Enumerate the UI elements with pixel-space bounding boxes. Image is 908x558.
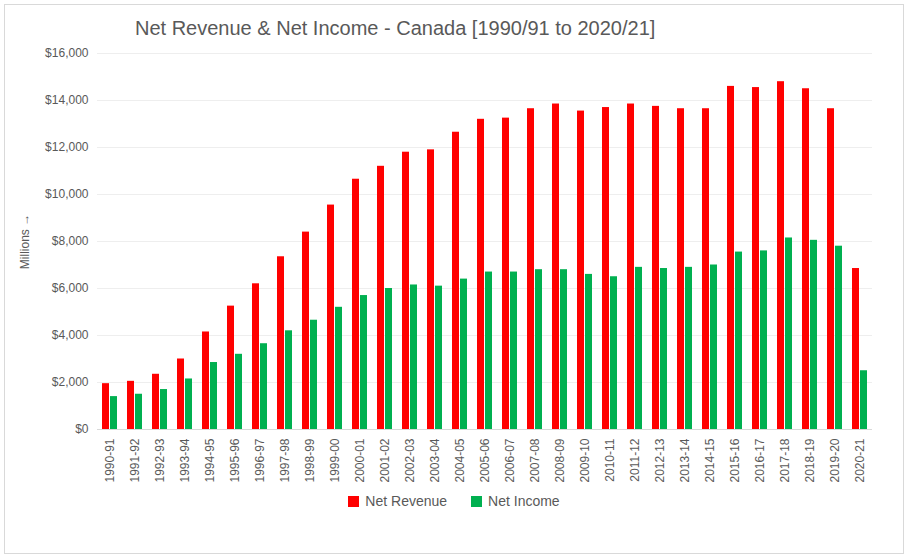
svg-text:$0: $0 bbox=[75, 422, 89, 436]
svg-text:2009-10: 2009-10 bbox=[578, 438, 592, 482]
svg-text:2007-08: 2007-08 bbox=[528, 438, 542, 482]
svg-text:2016-17: 2016-17 bbox=[753, 438, 767, 482]
svg-text:2014-15: 2014-15 bbox=[703, 438, 717, 482]
svg-text:2013-14: 2013-14 bbox=[678, 438, 692, 482]
svg-text:1991-92: 1991-92 bbox=[128, 438, 142, 482]
html-text:Net Revenue & Net Income - Can: Net Revenue & Net Income - Canada [1990/… bbox=[135, 17, 656, 39]
svg-text:$4,000: $4,000 bbox=[52, 328, 89, 342]
svg-text:$8,000: $8,000 bbox=[52, 234, 89, 248]
svg-text:2017-18: 2017-18 bbox=[778, 438, 792, 482]
svg-text:1995-96: 1995-96 bbox=[228, 438, 242, 482]
svg-text:$16,000: $16,000 bbox=[45, 46, 89, 60]
svg-text:1992-93: 1992-93 bbox=[153, 438, 167, 482]
svg-text:1997-98: 1997-98 bbox=[278, 438, 292, 482]
svg-text:1990-91: 1990-91 bbox=[103, 438, 117, 482]
svg-text:2004-05: 2004-05 bbox=[453, 438, 467, 482]
svg-text:$2,000: $2,000 bbox=[52, 375, 89, 389]
svg-text:2005-06: 2005-06 bbox=[478, 438, 492, 482]
svg-text:2015-16: 2015-16 bbox=[728, 438, 742, 482]
svg-text:2011-12: 2011-12 bbox=[628, 438, 642, 481]
svg-text:2001-02: 2001-02 bbox=[378, 438, 392, 482]
svg-text:2006-07: 2006-07 bbox=[503, 438, 517, 482]
svg-text:Millions →: Millions → bbox=[18, 214, 32, 269]
svg-text:2002-03: 2002-03 bbox=[403, 438, 417, 482]
svg-text:2000-01: 2000-01 bbox=[353, 438, 367, 482]
svg-text:2020-21: 2020-21 bbox=[853, 438, 867, 482]
svg-text:1996-97: 1996-97 bbox=[253, 438, 267, 482]
svg-text:$12,000: $12,000 bbox=[45, 140, 89, 154]
svg-text:2019-20: 2019-20 bbox=[828, 438, 842, 482]
svg-text:2008-09: 2008-09 bbox=[553, 438, 567, 482]
svg-text:2018-19: 2018-19 bbox=[803, 438, 817, 482]
svg-text:2003-04: 2003-04 bbox=[428, 438, 442, 482]
svg-text:1994-95: 1994-95 bbox=[203, 438, 217, 482]
svg-text:1998-99: 1998-99 bbox=[303, 438, 317, 482]
svg-text:$6,000: $6,000 bbox=[52, 281, 89, 295]
svg-text:1999-00: 1999-00 bbox=[328, 438, 342, 482]
svg-text:1993-94: 1993-94 bbox=[178, 438, 192, 482]
html-text:Net Income: Net Income bbox=[488, 493, 560, 509]
html-text:Net Revenue: Net Revenue bbox=[365, 493, 448, 509]
svg-text:2010-11: 2010-11 bbox=[603, 438, 617, 481]
svg-text:2012-13: 2012-13 bbox=[653, 438, 667, 482]
svg-text:$14,000: $14,000 bbox=[45, 93, 89, 107]
svg-text:$10,000: $10,000 bbox=[45, 187, 89, 201]
